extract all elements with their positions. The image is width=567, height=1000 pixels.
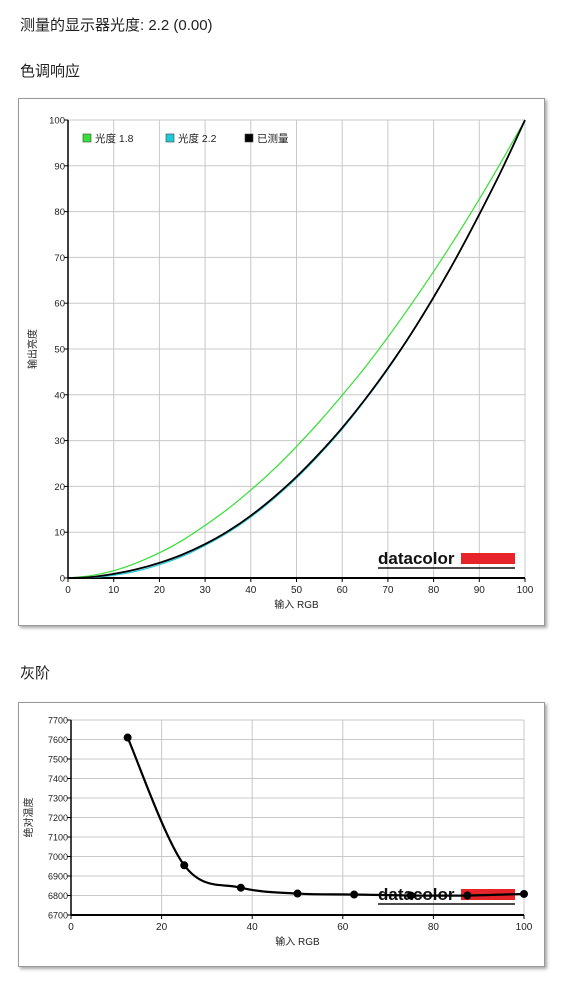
x-tick-label: 100: [516, 922, 533, 933]
x-tick-label: 60: [337, 922, 349, 933]
legend-label: 已测量: [257, 132, 289, 145]
series-line: [67, 119, 526, 579]
x-tick-label: 30: [200, 585, 212, 596]
grayscale-title: 灰阶: [20, 665, 51, 682]
y-tick-label: 7500: [48, 755, 68, 765]
y-axis-label: 绝对温度: [22, 798, 35, 838]
x-axis-label: 输入 RGB: [275, 935, 320, 948]
series-line: [126, 737, 525, 897]
legend-swatch: [244, 133, 254, 143]
data-point: [180, 861, 189, 870]
y-tick-label: 7400: [48, 774, 68, 784]
y-tick-label: 0: [60, 574, 65, 585]
x-tick-label: 20: [154, 585, 166, 596]
data-point: [406, 891, 415, 900]
data-point: [236, 883, 245, 892]
y-tick-label: 20: [54, 482, 65, 493]
x-tick-label: 80: [428, 585, 440, 596]
x-tick-label: 50: [291, 585, 303, 596]
data-point: [350, 890, 359, 899]
x-tick-label: 0: [65, 585, 71, 596]
data-point: [293, 889, 302, 898]
x-tick-label: 20: [156, 922, 168, 933]
y-tick-label: 6700: [48, 911, 68, 921]
x-tick-label: 10: [108, 585, 120, 596]
summary-label: 测量的显示器光度:: [20, 17, 145, 34]
summary-value: 2.2 (0.00): [148, 17, 213, 34]
tone-response-chart-panel: 0 10 20 30 40 50 60 70 80 90 100 0 10 20 30 40 50 60 70 80 9…: [18, 98, 545, 626]
y-tick-label: 6800: [48, 891, 68, 901]
measured-gamma-summary: 测量的显示器光度: 2.2 (0.00): [20, 14, 213, 35]
x-tick-label: 40: [247, 922, 259, 933]
x-tick-label: 80: [428, 922, 440, 933]
y-tick-label: 7200: [48, 813, 68, 823]
y-tick-label: 30: [54, 436, 65, 447]
x-axis-label: 输入 RGB: [274, 598, 319, 611]
datacolor-logo: datacolor: [378, 549, 455, 568]
data-point: [463, 891, 472, 900]
data-point: [123, 733, 132, 742]
x-tick-label: 70: [382, 585, 394, 596]
y-tick-label: 40: [54, 390, 65, 401]
y-tick-label: 90: [54, 161, 65, 172]
y-tick-label: 6900: [48, 872, 68, 882]
y-tick-label: 80: [54, 207, 65, 218]
x-tick-label: 100: [517, 585, 534, 596]
legend-swatch: [82, 133, 92, 143]
y-tick-label: 50: [54, 345, 65, 356]
legend-label: 光度 1.8: [95, 132, 134, 145]
tone-response-chart: 0 10 20 30 40 50 60 70 80 90 100 0 10 20 30 40 50 60 70 80 9…: [26, 116, 534, 612]
grayscale-chart-panel: 0 20 40 60 80 100 6700 6800 6900 7000 7100 7200 7300…: [18, 702, 545, 967]
x-tick-label: 60: [337, 585, 349, 596]
legend-label: 光度 2.2: [178, 132, 217, 145]
data-point: [520, 889, 528, 898]
grayscale-chart: 0 20 40 60 80 100 6700 6800 6900 7000 7100 7200 7300…: [22, 716, 533, 949]
x-tick-label: 0: [68, 922, 74, 933]
datacolor-logo-bar: [461, 553, 515, 564]
y-tick-label: 7100: [48, 833, 68, 843]
y-tick-label: 10: [54, 528, 65, 539]
y-tick-label: 7300: [48, 794, 68, 804]
y-tick-label: 70: [54, 253, 65, 264]
tone-response-title: 色调响应: [20, 63, 81, 80]
y-tick-label: 7700: [48, 716, 68, 726]
y-axis-label: 输出亮度: [26, 329, 39, 369]
y-tick-label: 7600: [48, 735, 68, 745]
series-line: [67, 119, 526, 579]
y-tick-label: 7000: [48, 852, 68, 862]
y-tick-label: 60: [54, 299, 65, 310]
legend-swatch: [165, 133, 175, 143]
y-tick-label: 100: [49, 116, 65, 127]
x-tick-label: 40: [245, 585, 257, 596]
x-tick-label: 90: [474, 585, 486, 596]
